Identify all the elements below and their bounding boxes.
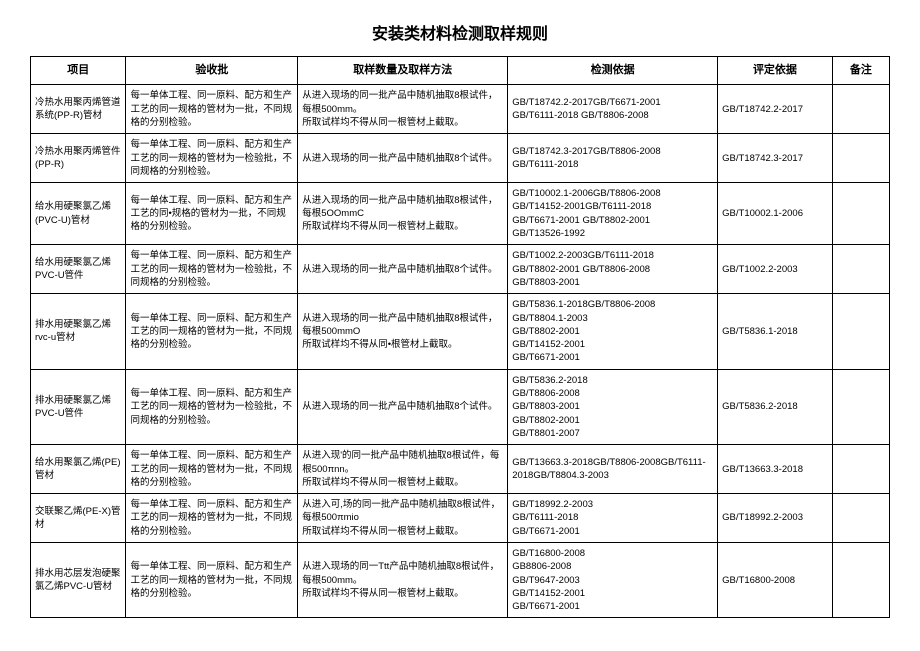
cell-eval: GB/T5836.2-2018 <box>718 369 833 444</box>
cell-project: 排水用硬聚氯乙烯rvc-u管材 <box>31 294 126 369</box>
cell-sampling: 从进入现场的同一批产品中随机抽取8根试件，每根5OOmmC所取试样均不得从同一根… <box>298 183 508 245</box>
col-header-basis: 检测依据 <box>508 57 718 85</box>
cell-batch: 每一单体工程、同一原料、配方和生产工艺的同一规格的管材为一批，不同规格的分别检验… <box>126 494 298 543</box>
cell-project: 排水用芯层发泡硬聚氯乙烯PVC-U管材 <box>31 543 126 618</box>
table-row: 交联聚乙烯(PE-X)管材每一单体工程、同一原料、配方和生产工艺的同一规格的管材… <box>31 494 890 543</box>
col-header-batch: 验收批 <box>126 57 298 85</box>
table-row: 给水用硬聚氯乙烯PVC-U管件每一单体工程、同一原料、配方和生产工艺的同一规格的… <box>31 245 890 294</box>
cell-remark <box>832 494 889 543</box>
cell-remark <box>832 245 889 294</box>
table-body: 冷热水用聚丙烯管道系统(PP-R)管材每一单体工程、同一原料、配方和生产工艺的同… <box>31 85 890 618</box>
cell-batch: 每一单体工程、同一原料、配方和生产工艺的同一规格的管材为一批，不同规格的分别检验… <box>126 294 298 369</box>
cell-project: 给水用聚氯乙烯(PE)管材 <box>31 445 126 494</box>
cell-project: 冷热水用聚丙烯管件(PP-R) <box>31 134 126 183</box>
cell-sampling: 从进入现场的同一批产品中随机抽取8根试件，每根500mmO所取试样均不得从同•根… <box>298 294 508 369</box>
cell-batch: 每一单体工程、同一原料、配方和生产工艺的同一规格的管材为一批，不同规格的分别检验… <box>126 543 298 618</box>
rules-table: 项目 验收批 取样数量及取样方法 检测依据 评定依据 备注 冷热水用聚丙烯管道系… <box>30 56 890 618</box>
cell-remark <box>832 445 889 494</box>
cell-batch: 每一单体工程、同一原料、配方和生产工艺的同一规格的管材为一检验批，不同规格的分别… <box>126 369 298 444</box>
col-header-sampling: 取样数量及取样方法 <box>298 57 508 85</box>
cell-basis: GB/T16800-2008GB8806-2008GB/T9647-2003GB… <box>508 543 718 618</box>
cell-batch: 每一单体工程、同一原料、配方和生产工艺的同一规格的管材为一批，不同规格的分别检验… <box>126 445 298 494</box>
table-row: 排水用硬聚氯乙烯PVC-U管件每一单体工程、同一原料、配方和生产工艺的同一规格的… <box>31 369 890 444</box>
cell-batch: 每一单体工程、同一原料、配方和生产工艺的同•规格的管材为一批，不同规格的分别检验… <box>126 183 298 245</box>
col-header-eval: 评定依据 <box>718 57 833 85</box>
cell-remark <box>832 369 889 444</box>
cell-eval: GB/T18742.2-2017 <box>718 85 833 134</box>
cell-sampling: 从进入现场的同一批产品中随机抽取8根试件，每根500mm。所取试样均不得从同一根… <box>298 85 508 134</box>
cell-eval: GB/T18992.2-2003 <box>718 494 833 543</box>
cell-project: 给水用硬聚氯乙烯PVC-U管件 <box>31 245 126 294</box>
cell-basis: GB/T5836.2-2018GB/T8806-2008GB/T8803-200… <box>508 369 718 444</box>
col-header-project: 项目 <box>31 57 126 85</box>
cell-project: 给水用硬聚氯乙烯(PVC-U)管材 <box>31 183 126 245</box>
cell-eval: GB/T10002.1-2006 <box>718 183 833 245</box>
page-title: 安装类材料检测取样规则 <box>30 20 890 44</box>
cell-remark <box>832 134 889 183</box>
cell-sampling: 从进入现场的同一批产品中随机抽取8个试件。 <box>298 369 508 444</box>
cell-sampling: 从进入现场的同一批产品中随机抽取8个试件。 <box>298 245 508 294</box>
cell-eval: GB/T13663.3-2018 <box>718 445 833 494</box>
header-row: 项目 验收批 取样数量及取样方法 检测依据 评定依据 备注 <box>31 57 890 85</box>
cell-basis: GB/T1002.2-2003GB/T6111-2018GB/T8802-200… <box>508 245 718 294</box>
cell-sampling: 从进入可,场的同一批产品中随机抽取8根试件，每根500πmio所取试样均不得从同… <box>298 494 508 543</box>
cell-batch: 每一单体工程、同一原料、配方和生产工艺的同一规格的管材为一检验批，不同规格的分别… <box>126 245 298 294</box>
table-row: 冷热水用聚丙烯管件(PP-R)每一单体工程、同一原料、配方和生产工艺的同一规格的… <box>31 134 890 183</box>
cell-basis: GB/T10002.1-2006GB/T8806-2008GB/T14152-2… <box>508 183 718 245</box>
cell-remark <box>832 183 889 245</box>
cell-remark <box>832 294 889 369</box>
cell-remark <box>832 543 889 618</box>
cell-remark <box>832 85 889 134</box>
cell-basis: GB/T18742.2-2017GB/T6671-2001GB/T6111-20… <box>508 85 718 134</box>
cell-project: 冷热水用聚丙烯管道系统(PP-R)管材 <box>31 85 126 134</box>
col-header-remark: 备注 <box>832 57 889 85</box>
cell-sampling: 从进入现场的同一Ttt产品中随机抽取8根试件，每根500mm。所取试样均不得从同… <box>298 543 508 618</box>
table-row: 排水用硬聚氯乙烯rvc-u管材每一单体工程、同一原料、配方和生产工艺的同一规格的… <box>31 294 890 369</box>
cell-project: 排水用硬聚氯乙烯PVC-U管件 <box>31 369 126 444</box>
cell-batch: 每一单体工程、同一原料、配方和生产工艺的同一规格的管材为一检验批，不同规格的分别… <box>126 134 298 183</box>
cell-eval: GB/T5836.1-2018 <box>718 294 833 369</box>
cell-eval: GB/T1002.2-2003 <box>718 245 833 294</box>
cell-eval: GB/T18742.3-2017 <box>718 134 833 183</box>
cell-sampling: 从进入现'的同一批产品中随机抽取8根试件，每根500πnn。所取试样均不得从同一… <box>298 445 508 494</box>
cell-eval: GB/T16800-2008 <box>718 543 833 618</box>
table-row: 冷热水用聚丙烯管道系统(PP-R)管材每一单体工程、同一原料、配方和生产工艺的同… <box>31 85 890 134</box>
cell-batch: 每一单体工程、同一原料、配方和生产工艺的同一规格的管材为一批，不同规格的分别检验… <box>126 85 298 134</box>
table-row: 排水用芯层发泡硬聚氯乙烯PVC-U管材每一单体工程、同一原料、配方和生产工艺的同… <box>31 543 890 618</box>
cell-basis: GB/T18992.2-2003GB/T6111-2018GB/T6671-20… <box>508 494 718 543</box>
cell-basis: GB/T18742.3-2017GB/T8806-2008GB/T6111-20… <box>508 134 718 183</box>
cell-basis: GB/T5836.1-2018GB/T8806-2008GB/T8804.1-2… <box>508 294 718 369</box>
cell-sampling: 从进入现场的同一批产品中随机抽取8个试件。 <box>298 134 508 183</box>
table-row: 给水用聚氯乙烯(PE)管材每一单体工程、同一原料、配方和生产工艺的同一规格的管材… <box>31 445 890 494</box>
cell-project: 交联聚乙烯(PE-X)管材 <box>31 494 126 543</box>
table-row: 给水用硬聚氯乙烯(PVC-U)管材每一单体工程、同一原料、配方和生产工艺的同•规… <box>31 183 890 245</box>
cell-basis: GB/T13663.3-2018GB/T8806-2008GB/T6111-20… <box>508 445 718 494</box>
